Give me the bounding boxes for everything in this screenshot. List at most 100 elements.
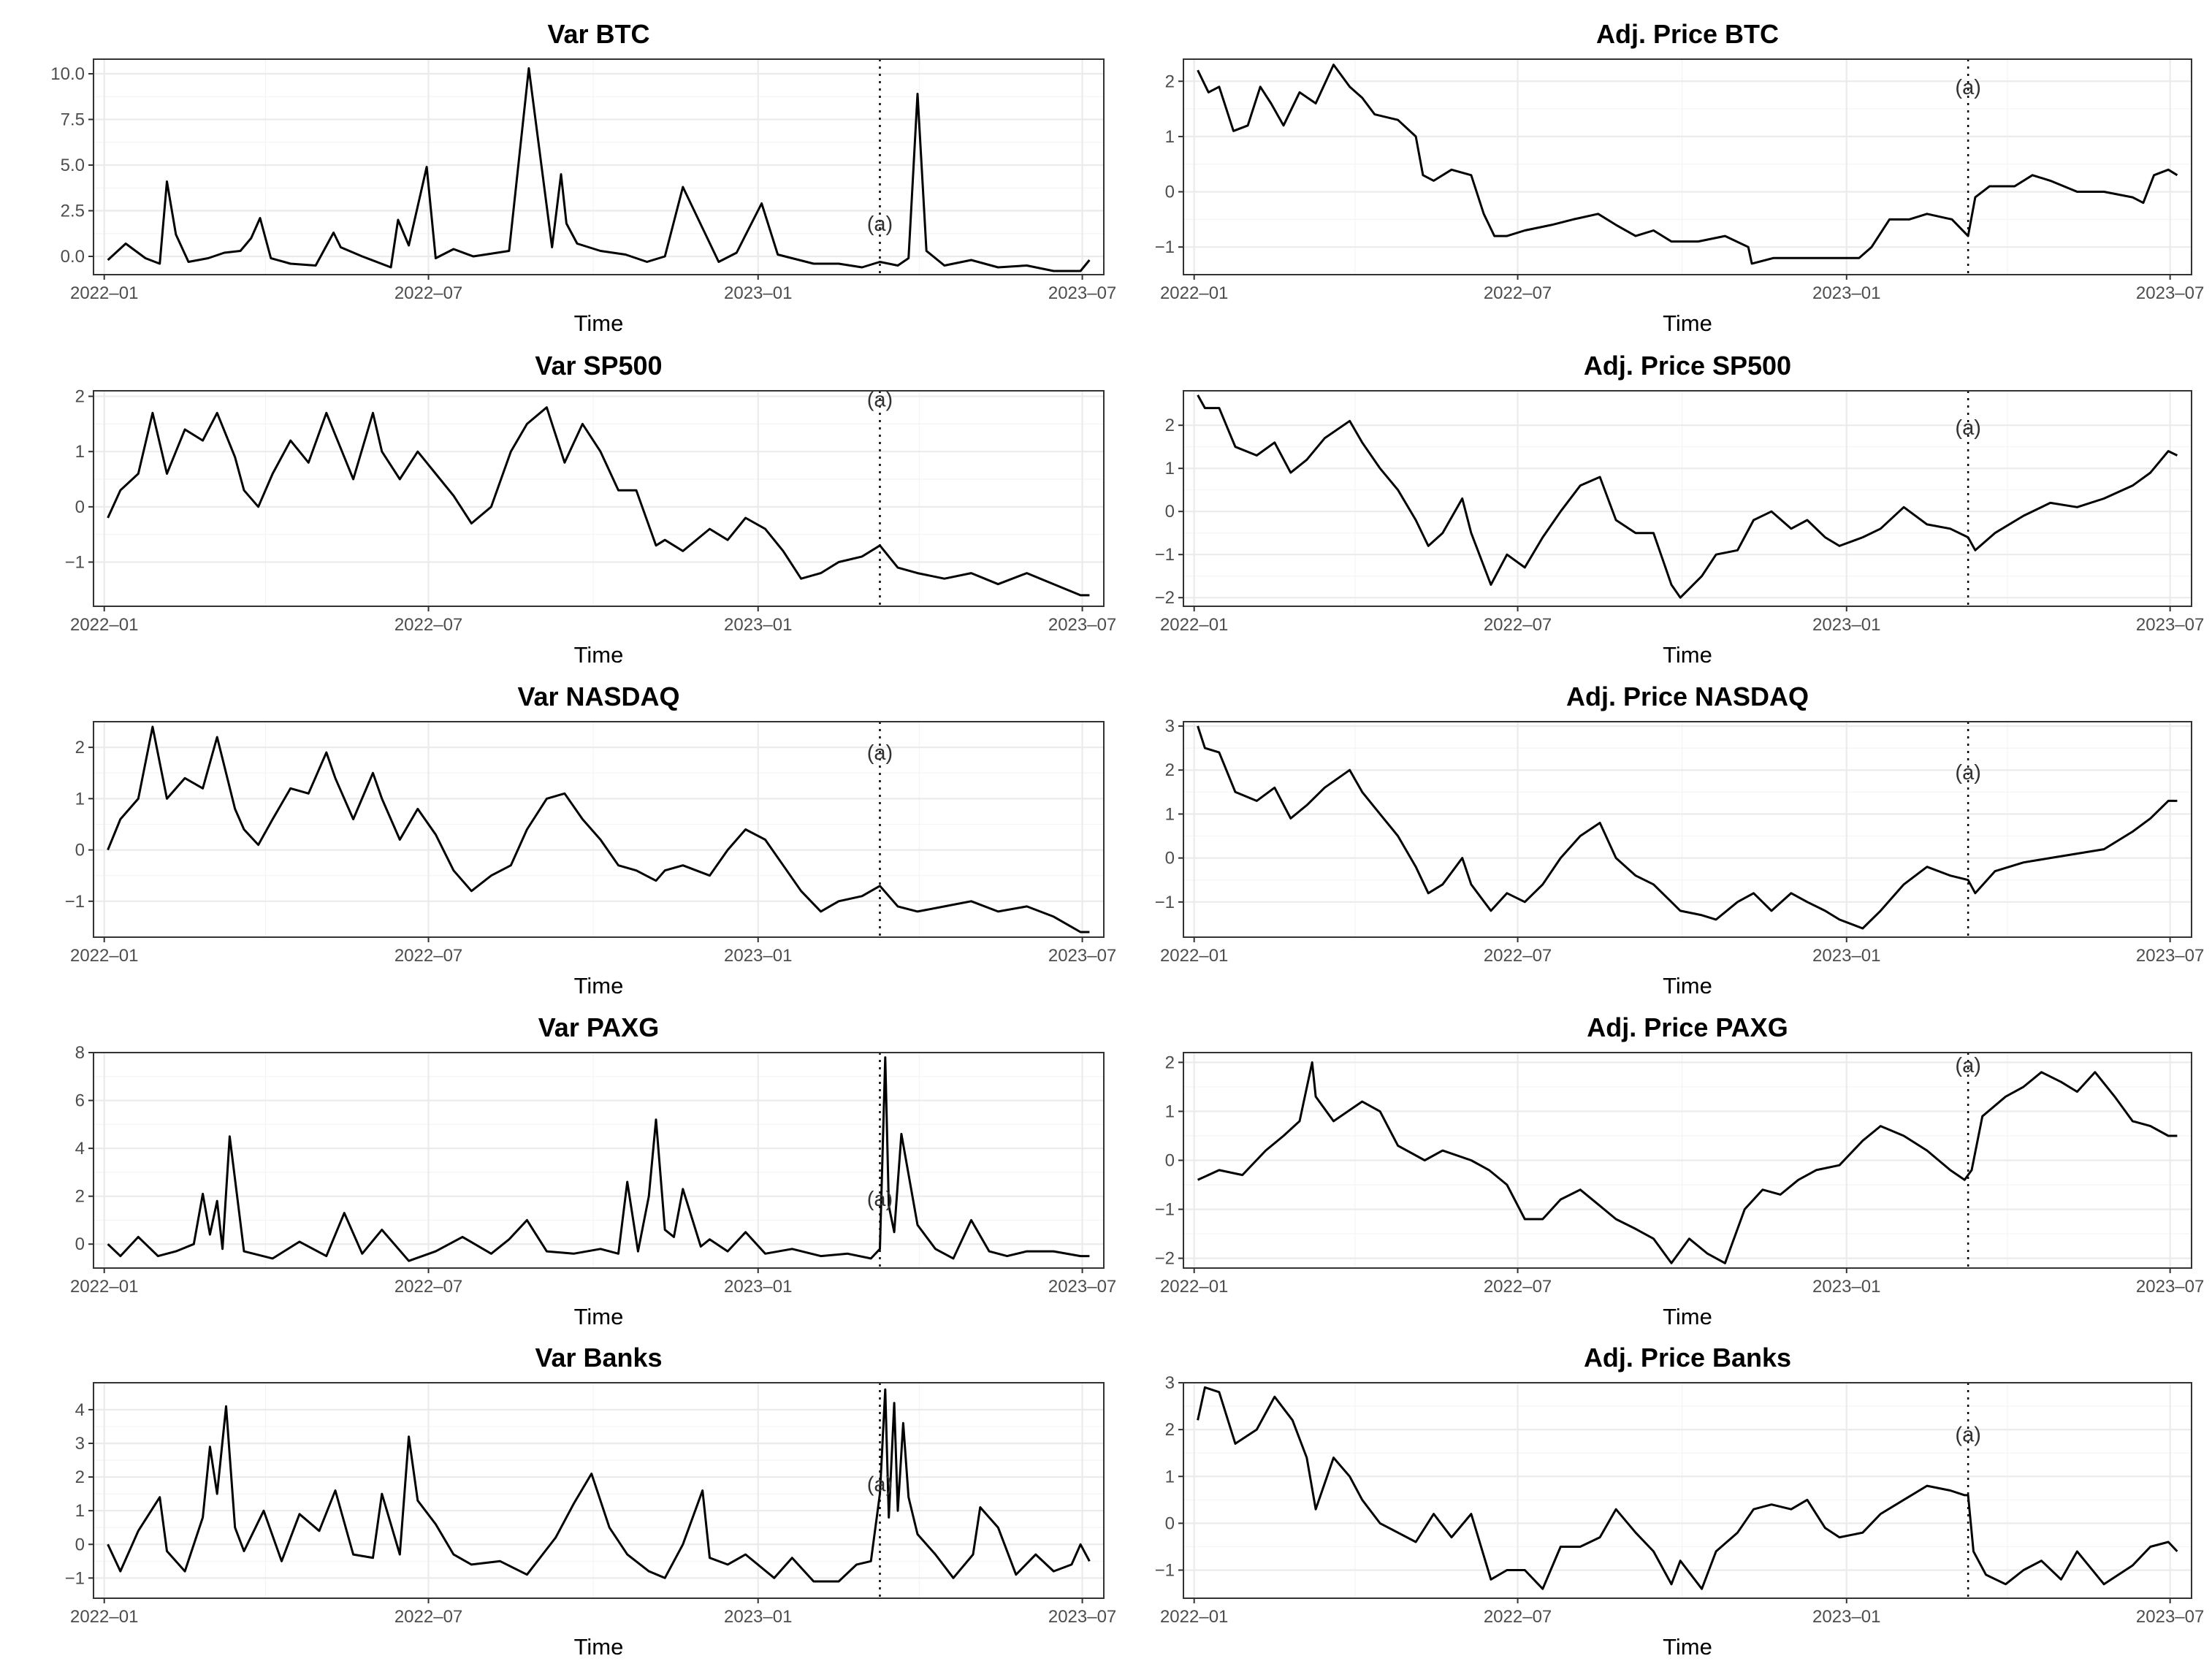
x-tick-label: 2023–07 xyxy=(1048,283,1116,303)
panel-adj-price-sp500: (a) −2 −1 0 1 2 2022–01 2022–07 2023–01 2023–07 Ad… xyxy=(1155,351,2205,668)
panel-adj-price-banks: (a) −1 0 1 2 3 2022–01 2022–07 2023–01 2023–07 Adj… xyxy=(1155,1343,2205,1660)
panel-border xyxy=(1183,58,2192,275)
x-axis-title: Time xyxy=(574,1634,624,1660)
event-label: (a) xyxy=(867,1188,893,1211)
y-tick-label: 2 xyxy=(75,1467,85,1487)
panel-title: Var PAXG xyxy=(538,1012,659,1042)
x-tick-label: 2023–07 xyxy=(2136,1277,2204,1297)
x-tick-label: 2023–01 xyxy=(1812,283,1880,303)
x-tick-label: 2023–01 xyxy=(1812,1277,1880,1297)
x-tick-label: 2022–07 xyxy=(394,283,462,303)
x-tick-label: 2023–01 xyxy=(724,946,792,966)
y-tick-label: 0 xyxy=(1165,502,1175,522)
panel-border xyxy=(1183,721,2192,938)
y-tick-label: 1 xyxy=(1165,1102,1175,1121)
y-tick-label: −1 xyxy=(1155,893,1175,912)
x-tick-label: 2023–07 xyxy=(1048,946,1116,966)
y-tick-label: 1 xyxy=(75,789,85,809)
x-tick-label: 2022–01 xyxy=(1160,1607,1228,1627)
x-tick-label: 2023–07 xyxy=(2136,615,2204,635)
panel-var-paxg: (a) 0 2 4 6 8 2022–01 2022–07 2023–01 2023–07 Var … xyxy=(70,1012,1116,1329)
x-axis-title: Time xyxy=(574,642,624,668)
y-tick-label: 1 xyxy=(75,442,85,462)
y-tick-label: 2 xyxy=(1165,1053,1175,1072)
y-tick-label: 2 xyxy=(75,387,85,407)
panel-adj-price-btc: (a) −1 0 1 2 2022–01 2022–07 2023–01 2023–07 Adj.… xyxy=(1155,19,2205,336)
y-tick-label: 0.0 xyxy=(61,247,85,267)
event-label: (a) xyxy=(867,213,893,236)
x-tick-label: 2022–07 xyxy=(394,946,462,966)
y-tick-label: 4 xyxy=(75,1139,85,1158)
y-tick-label: 1 xyxy=(1165,127,1175,147)
panel-title: Var SP500 xyxy=(535,351,662,381)
event-label: (a) xyxy=(1955,76,1980,99)
x-tick-label: 2022–01 xyxy=(70,615,138,635)
x-tick-label: 2023–07 xyxy=(1048,1607,1116,1627)
y-tick-label: 2 xyxy=(75,1187,85,1207)
y-tick-label: 8 xyxy=(75,1043,85,1063)
y-tick-label: 2 xyxy=(1165,760,1175,780)
y-tick-label: 2 xyxy=(1165,72,1175,91)
y-tick-label: 0 xyxy=(1165,1513,1175,1533)
y-tick-label: 0 xyxy=(75,1234,85,1254)
series-line xyxy=(107,725,1090,934)
y-tick-label: −1 xyxy=(65,1568,85,1588)
panel-title: Var BTC xyxy=(547,19,649,49)
y-tick-label: 0 xyxy=(1165,183,1175,202)
y-tick-label: 3 xyxy=(1165,1373,1175,1393)
y-tick-label: 6 xyxy=(75,1091,85,1111)
y-tick-label: 1 xyxy=(1165,804,1175,824)
y-tick-label: 2 xyxy=(1165,1420,1175,1440)
x-tick-label: 2023–07 xyxy=(2136,946,2204,966)
panel-title: Adj. Price PAXG xyxy=(1587,1012,1788,1042)
y-tick-label: −1 xyxy=(1155,1200,1175,1220)
x-tick-label: 2022–01 xyxy=(70,946,138,966)
x-tick-label: 2022–07 xyxy=(1484,1277,1552,1297)
x-tick-label: 2022–07 xyxy=(1484,283,1552,303)
x-axis-title: Time xyxy=(1663,973,1712,999)
panel-title: Var Banks xyxy=(535,1343,662,1373)
event-label: (a) xyxy=(867,1473,893,1496)
event-label: (a) xyxy=(1955,761,1980,785)
x-tick-label: 2022–07 xyxy=(1484,615,1552,635)
x-axis-title: Time xyxy=(1663,642,1712,668)
x-axis-title: Time xyxy=(1663,310,1712,336)
x-tick-label: 2023–01 xyxy=(724,1277,792,1297)
y-tick-label: −2 xyxy=(1155,1249,1175,1269)
y-tick-label: 0 xyxy=(75,841,85,860)
x-axis-title: Time xyxy=(574,1304,624,1329)
y-tick-label: −1 xyxy=(65,892,85,912)
y-tick-label: 0 xyxy=(75,497,85,517)
x-tick-label: 2023–07 xyxy=(2136,283,2204,303)
event-label: (a) xyxy=(1955,416,1980,440)
panel-border xyxy=(93,721,1105,938)
x-tick-label: 2022–07 xyxy=(394,1607,462,1627)
panel-adj-price-paxg: (a) −2 −1 0 1 2 2022–01 2022–07 2023–01 2023–07 Ad… xyxy=(1155,1012,2205,1329)
series-line xyxy=(1197,1061,2178,1264)
y-tick-label: 1 xyxy=(75,1501,85,1521)
y-tick-label: 3 xyxy=(75,1434,85,1454)
y-tick-label: −1 xyxy=(1155,545,1175,565)
y-tick-label: −1 xyxy=(65,552,85,572)
y-tick-label: 7.5 xyxy=(61,110,85,130)
panel-var-sp500: (a) −1 0 1 2 2022–01 2022–07 2023–01 2023–07 Var … xyxy=(65,351,1117,668)
panel-title: Adj. Price NASDAQ xyxy=(1566,682,1809,711)
y-tick-label: 0 xyxy=(1165,849,1175,869)
x-tick-label: 2022–01 xyxy=(70,1277,138,1297)
x-tick-label: 2022–01 xyxy=(1160,615,1228,635)
y-tick-label: 10.0 xyxy=(50,64,85,84)
x-axis-title: Time xyxy=(1663,1634,1712,1660)
y-tick-label: 0 xyxy=(1165,1151,1175,1171)
series-line xyxy=(1197,64,2178,265)
panel-title: Adj. Price BTC xyxy=(1596,19,1779,49)
y-tick-label: 2.5 xyxy=(61,202,85,221)
y-tick-label: −2 xyxy=(1155,588,1175,608)
y-tick-label: −1 xyxy=(1155,1561,1175,1581)
x-tick-label: 2022–07 xyxy=(394,615,462,635)
y-tick-label: 4 xyxy=(75,1400,85,1420)
y-tick-label: 0 xyxy=(75,1535,85,1554)
series-line xyxy=(107,67,1091,272)
panel-border xyxy=(1183,1382,2192,1599)
x-axis-title: Time xyxy=(1663,1304,1712,1329)
